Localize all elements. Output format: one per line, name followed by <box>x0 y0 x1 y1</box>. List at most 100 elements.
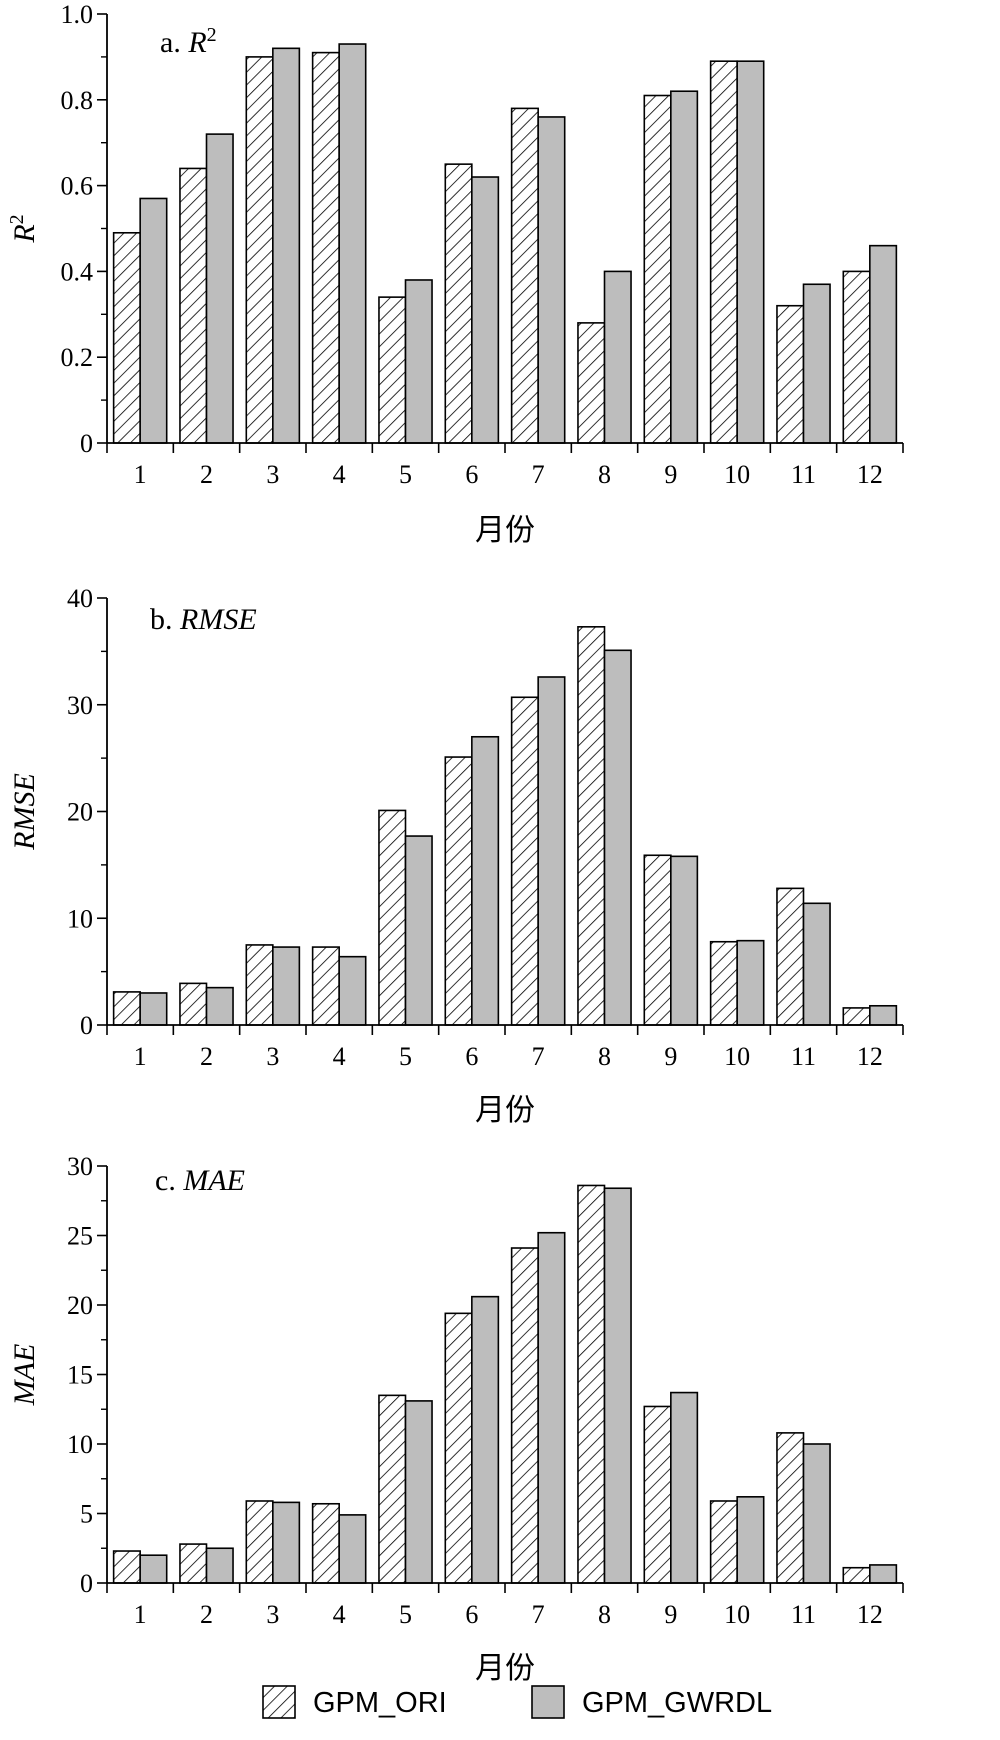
bar-gpm-gwrdl-3 <box>272 946 301 1026</box>
y-tick-label: 1.0 <box>61 0 94 29</box>
bar-gpm-ori-5 <box>378 1394 407 1584</box>
x-tick-label: 7 <box>532 1600 545 1629</box>
bar-gpm-ori-4 <box>311 1502 340 1584</box>
y-tick-label: 10 <box>67 904 93 933</box>
x-tick-label: 1 <box>134 460 147 489</box>
x-tick-label: 12 <box>857 1042 883 1071</box>
x-tick-label: 11 <box>791 1042 816 1071</box>
bar-gpm-ori-5 <box>378 809 407 1026</box>
bar-gpm-gwrdl-1 <box>139 197 168 444</box>
x-tick-label: 5 <box>399 460 412 489</box>
y-tick-label: 0.6 <box>61 172 94 201</box>
x-tick-label: 11 <box>791 1600 816 1629</box>
bar-gpm-ori-8 <box>577 626 606 1026</box>
bar-gpm-ori-8 <box>577 322 606 444</box>
bar-gpm-gwrdl-4 <box>338 43 367 444</box>
legend: GPM_ORI GPM_GWRDL <box>262 1685 772 1719</box>
bar-gpm-gwrdl-9 <box>670 855 699 1026</box>
bar-gpm-gwrdl-1 <box>139 992 168 1026</box>
x-tick-label: 5 <box>399 1600 412 1629</box>
bar-gpm-ori-9 <box>643 1405 672 1584</box>
bar-gpm-gwrdl-8 <box>603 649 632 1026</box>
bar-gpm-ori-10 <box>709 1500 738 1584</box>
x-tick-label: 2 <box>200 460 213 489</box>
bar-gpm-ori-11 <box>776 887 805 1026</box>
x-tick-label: 9 <box>664 1042 677 1071</box>
bar-gpm-gwrdl-12 <box>869 244 898 444</box>
legend-swatch-gpm-ori <box>262 1685 296 1719</box>
bar-gpm-gwrdl-7 <box>537 676 566 1026</box>
y-tick-label: 15 <box>67 1361 93 1390</box>
bar-gpm-gwrdl-11 <box>802 1443 831 1584</box>
bar-gpm-gwrdl-8 <box>603 1187 632 1584</box>
bar-gpm-ori-10 <box>709 940 738 1026</box>
x-axis-label: 月份 <box>475 1651 535 1686</box>
x-tick-label: 3 <box>266 1042 279 1071</box>
y-tick-label: 0 <box>80 1569 93 1598</box>
bar-gpm-gwrdl-6 <box>471 735 500 1026</box>
x-tick-label: 1 <box>134 1042 147 1071</box>
bar-gpm-gwrdl-3 <box>272 47 301 444</box>
panel-title: a. R2 <box>160 24 217 59</box>
bar-gpm-ori-1 <box>112 991 141 1026</box>
legend-label-gpm-gwrdl: GPM_GWRDL <box>582 1687 772 1719</box>
bar-gpm-gwrdl-5 <box>404 279 433 444</box>
y-tick-label: 20 <box>67 798 93 827</box>
bar-gpm-gwrdl-9 <box>670 90 699 444</box>
y-tick-label: 5 <box>80 1500 93 1529</box>
bar-gpm-gwrdl-12 <box>869 1564 898 1584</box>
x-tick-label: 8 <box>598 460 611 489</box>
bar-gpm-gwrdl-9 <box>670 1391 699 1584</box>
x-tick-label: 4 <box>333 1600 346 1629</box>
bar-gpm-ori-9 <box>643 854 672 1026</box>
x-tick-label: 6 <box>465 460 478 489</box>
bar-gpm-ori-2 <box>179 982 208 1026</box>
bar-gpm-gwrdl-2 <box>205 1547 234 1584</box>
x-tick-label: 3 <box>266 460 279 489</box>
bar-gpm-ori-2 <box>179 167 208 444</box>
x-axis-label: 月份 <box>475 513 535 548</box>
x-tick-label: 8 <box>598 1042 611 1071</box>
bar-gpm-gwrdl-4 <box>338 1514 367 1584</box>
x-tick-label: 9 <box>664 460 677 489</box>
x-tick-label: 5 <box>399 1042 412 1071</box>
bar-gpm-gwrdl-10 <box>736 1496 765 1584</box>
bar-gpm-ori-7 <box>510 696 539 1026</box>
x-tick-label: 2 <box>200 1600 213 1629</box>
panel-title: c. MAE <box>155 1164 245 1197</box>
x-tick-label: 6 <box>465 1600 478 1629</box>
bar-gpm-ori-12 <box>842 1007 871 1026</box>
bar-gpm-gwrdl-12 <box>869 1004 898 1026</box>
bar-gpm-ori-11 <box>776 304 805 444</box>
y-tick-label: 0.2 <box>61 343 94 372</box>
bar-gpm-gwrdl-4 <box>338 955 367 1026</box>
bar-gpm-ori-12 <box>842 270 871 444</box>
x-tick-label: 4 <box>333 1042 346 1071</box>
bar-gpm-gwrdl-10 <box>736 939 765 1026</box>
bar-gpm-ori-6 <box>444 1312 473 1584</box>
bar-gpm-ori-1 <box>112 231 141 444</box>
y-tick-label: 20 <box>67 1291 93 1320</box>
bar-gpm-ori-1 <box>112 1550 141 1584</box>
bar-gpm-gwrdl-3 <box>272 1501 301 1584</box>
y-axis-label: R2 <box>6 214 41 243</box>
y-tick-label: 40 <box>67 584 93 613</box>
bar-gpm-ori-9 <box>643 94 672 444</box>
bar-gpm-gwrdl-10 <box>736 60 765 444</box>
y-tick-label: 25 <box>67 1222 93 1251</box>
bar-gpm-gwrdl-2 <box>205 986 234 1026</box>
legend-label-gpm-ori: GPM_ORI <box>313 1687 447 1719</box>
y-tick-label: 30 <box>67 1152 93 1181</box>
bar-gpm-gwrdl-6 <box>471 176 500 444</box>
x-tick-label: 9 <box>664 1600 677 1629</box>
bar-gpm-gwrdl-5 <box>404 1400 433 1584</box>
x-tick-label: 4 <box>333 460 346 489</box>
bar-gpm-gwrdl-5 <box>404 835 433 1026</box>
x-tick-label: 2 <box>200 1042 213 1071</box>
bar-gpm-ori-6 <box>444 756 473 1026</box>
bar-gpm-ori-2 <box>179 1543 208 1584</box>
